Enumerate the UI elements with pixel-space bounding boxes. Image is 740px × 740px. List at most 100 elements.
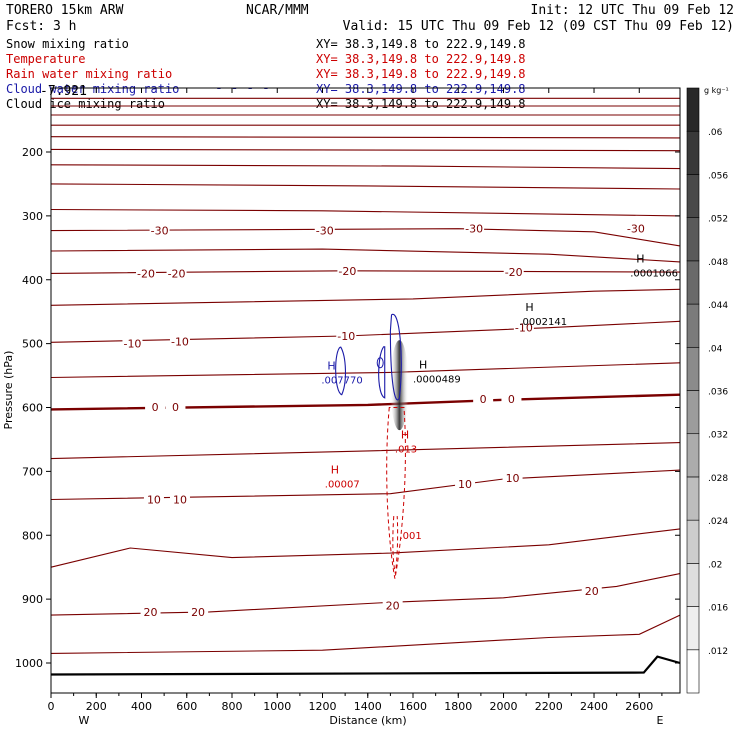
x-tick-label: 600 (176, 700, 197, 713)
maximum-marker: H (401, 429, 409, 442)
isotherm-label-bg (145, 400, 166, 413)
x-tick-label: 2000 (490, 700, 518, 713)
isotherm-line (50, 573, 681, 616)
colorbar-tick-label: .048 (708, 258, 728, 268)
colorbar-swatch (686, 303, 700, 348)
isotherm-label: -10 (515, 322, 533, 335)
isotherm-label: 20 (386, 600, 400, 613)
field-legend: Snow mixing ratio XY= 38.3,149.8 to 222.9… (6, 37, 526, 111)
colorbar-tick-label: .036 (708, 388, 728, 398)
isotherm-label: -20 (338, 265, 356, 278)
legend-field-name: Cloud ice mixing ratio (6, 97, 165, 111)
colorbar-tick-label: .044 (708, 301, 728, 311)
isotherm-label: 20 (585, 585, 599, 598)
isotherm-label: -10 (123, 338, 141, 351)
y-tick-label: 200 (22, 146, 43, 159)
isotherm-label-bg (473, 393, 494, 406)
isotherm-label: -20 (505, 266, 523, 279)
isotherm-line (50, 248, 681, 263)
colorbar-swatch (686, 476, 700, 521)
maximum-marker: H (525, 301, 533, 314)
isotherm-line (50, 320, 681, 343)
y-tick-label: 300 (22, 210, 43, 223)
x-tick-label: 200 (86, 700, 107, 713)
isotherm-label: 20 (191, 606, 205, 619)
x-tick-label: 0 (48, 700, 55, 713)
isotherm-label-bg (503, 266, 524, 279)
maximum-marker: H (636, 252, 644, 265)
valid-time: Valid: 15 UTC Thu 09 Feb 12 (09 CST Thu … (343, 19, 734, 34)
y-tick-label: 500 (22, 338, 43, 351)
terrain-line (50, 655, 681, 676)
model-title: TORERO 15km ARW (6, 3, 124, 18)
isotherm-line (50, 442, 681, 460)
isotherm-label-bg (513, 321, 534, 334)
isotherm-label-bg (143, 493, 164, 506)
colorbar-tick-label: .052 (708, 215, 728, 225)
isotherm-label-bg (336, 329, 357, 342)
colorbar-tick-label: .028 (708, 474, 728, 484)
isotherm-label-bg (464, 222, 485, 235)
x-tick-label: 2400 (580, 700, 608, 713)
colorbar-tick-label: .02 (708, 560, 722, 570)
y-tick-label: 1000 (15, 657, 43, 670)
x-tick-label: 800 (222, 700, 243, 713)
cloud-water-contour (376, 357, 384, 369)
isotherm-line (50, 183, 681, 190)
isotherm-label-bg (149, 224, 170, 237)
x-tick-label: 1000 (263, 700, 291, 713)
center-title: NCAR/MMM (246, 3, 309, 18)
isotherm-label-bg (165, 400, 186, 413)
plot-area: -30 -30 -30 -30-20 -20 -20 -20-10 -10 -10-100 00 0… (50, 97, 681, 676)
maximum-value: .013 (395, 445, 417, 456)
x-tick-label: 1200 (309, 700, 337, 713)
maximum-value: .00007 (325, 480, 360, 491)
isotherm-label: -30 (316, 225, 334, 238)
isotherm-label-bg (169, 493, 190, 506)
colorbar-tick-label: .016 (708, 604, 728, 614)
isotherm-label-bg (166, 267, 187, 280)
legend-field-name: Cloud water mixing ratio (6, 82, 179, 96)
isotherm-label: -30 (151, 225, 169, 238)
isotherm-label: 10 (506, 472, 520, 485)
colorbar-swatch (686, 174, 700, 218)
y-tick-label: 400 (22, 274, 43, 287)
isotherm-line (50, 469, 681, 501)
isotherm-label-bg (169, 335, 190, 348)
colorbar-tick-label: .012 (708, 647, 728, 657)
isotherm-label: -20 (168, 267, 186, 280)
x-tick-label: 2200 (535, 700, 563, 713)
y-tick-label: 600 (22, 402, 43, 415)
isotherm-label: 0 (480, 393, 487, 406)
init-time: Init: 12 UTC Thu 09 Feb 12 (531, 3, 735, 18)
isotherm-line (50, 528, 681, 568)
legend-field-xy: XY= 38.3,149.8 to 222.9,149.8 (316, 67, 526, 81)
isotherm-label: 10 (458, 478, 472, 491)
colorbar-tick-label: .04 (708, 344, 723, 354)
colorbar-tick-label: .024 (708, 517, 728, 527)
legend-field-name: Temperature (6, 52, 85, 66)
colorbar-swatch (686, 130, 700, 175)
y-axis-label: Pressure (hPa) (2, 351, 15, 430)
legend-field-xy: XY= 38.3,149.8 to 222.9,149.8 (316, 52, 526, 66)
isotherm-label: 20 (144, 606, 158, 619)
isotherm-label-bg (140, 605, 161, 618)
colorbar-swatch (686, 217, 700, 262)
isotherm-label-bg (314, 224, 335, 237)
cloud-water-contour (335, 346, 346, 396)
isotherm-label-bg (382, 599, 403, 612)
colorbar-swatch (686, 606, 700, 651)
x-tick-label: 1400 (354, 700, 382, 713)
x-tick-label: 400 (131, 700, 152, 713)
maximum-marker: H (419, 358, 427, 371)
isotherm-label-bg (455, 478, 476, 491)
isotherm-label-bg (501, 393, 522, 406)
isotherm-label: 10 (147, 493, 161, 506)
colorbar-swatch (686, 346, 700, 391)
colorbar-tick-label: .06 (708, 128, 723, 138)
colorbar-swatch (686, 87, 700, 132)
legend-field-name: Rain water mixing ratio (6, 67, 172, 81)
colorbar-swatch (686, 649, 700, 694)
